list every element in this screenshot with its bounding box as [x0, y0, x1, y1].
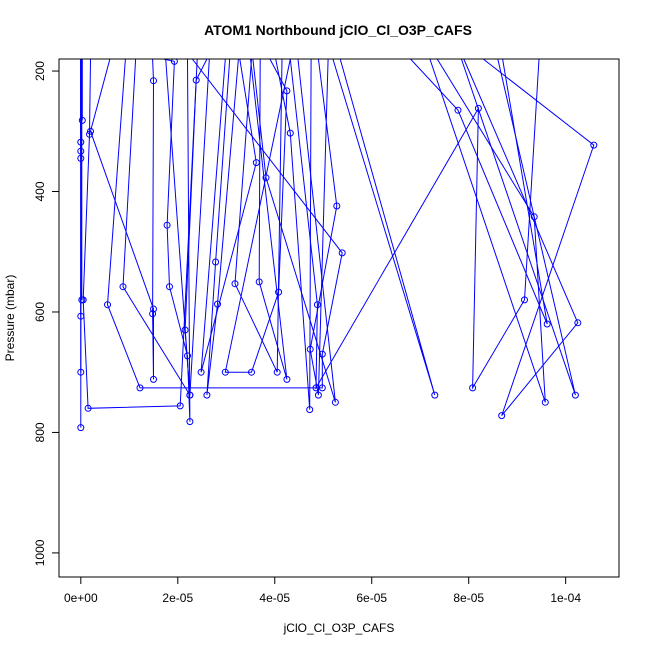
- data-point: [248, 368, 255, 376]
- data-point: [273, 368, 281, 376]
- data-point: [149, 310, 157, 318]
- data-point: [214, 300, 221, 308]
- data-point: [150, 305, 157, 313]
- data-point: [283, 87, 291, 95]
- data-point: [84, 404, 92, 412]
- x-tick-label: 4e-05: [259, 591, 290, 605]
- data-point: [166, 283, 173, 291]
- data-point: [231, 280, 239, 288]
- data-point: [77, 368, 85, 376]
- data-point: [176, 402, 184, 410]
- data-point: [498, 412, 506, 420]
- series-line: [106, 59, 343, 389]
- data-point: [521, 296, 528, 304]
- y-axis-label: Pressure (mbar): [3, 275, 17, 362]
- data-point: [186, 418, 194, 426]
- y-axis: 200 400 600 800 1000: [33, 61, 59, 566]
- x-tick-label: 2e-05: [162, 591, 193, 605]
- data-point: [104, 301, 111, 309]
- data-point: [136, 384, 144, 392]
- series-line: [252, 59, 336, 403]
- data-point: [86, 130, 93, 138]
- series-line: [463, 59, 595, 416]
- data-point: [571, 391, 579, 399]
- data-point: [197, 368, 205, 376]
- series-layer: [77, 59, 598, 432]
- series-line: [429, 59, 546, 403]
- data-point: [119, 283, 127, 291]
- data-point: [87, 127, 94, 135]
- series-line: [410, 59, 548, 325]
- data-point: [170, 59, 178, 65]
- data-point: [203, 391, 211, 399]
- data-point: [255, 278, 263, 286]
- data-point: [306, 406, 314, 414]
- data-point: [574, 319, 582, 327]
- data-point: [313, 301, 321, 309]
- data-point: [262, 174, 270, 182]
- data-point: [286, 129, 294, 137]
- data-point: [78, 116, 86, 124]
- data-point: [530, 213, 538, 221]
- data-point: [431, 391, 439, 399]
- data-point: [543, 320, 551, 328]
- y-tick-label: 400: [33, 181, 47, 201]
- x-tick-label: 1e-04: [550, 591, 581, 605]
- data-point: [306, 345, 314, 353]
- data-point: [77, 154, 85, 162]
- data-point: [212, 258, 220, 266]
- series-line: [234, 59, 283, 373]
- series-line: [460, 59, 576, 396]
- plot-frame: [58, 58, 620, 578]
- data-point: [474, 104, 482, 112]
- series-line: [224, 59, 291, 373]
- data-point: [77, 424, 85, 432]
- data-point: [221, 368, 229, 376]
- series-line: [89, 59, 155, 380]
- x-axis: 0e+00 2e-05 4e-05 6e-05 8e-05 1e-04: [64, 577, 581, 605]
- series-line: [289, 59, 540, 390]
- x-axis-label: jClO_Cl_O3P_CAFS: [283, 621, 395, 635]
- series-line: [206, 59, 239, 396]
- chart-title: ATOM1 Northbound jClO_Cl_O3P_CAFS: [204, 22, 472, 38]
- y-tick-label: 1000: [33, 539, 47, 566]
- series-line: [163, 59, 191, 422]
- series-line: [332, 59, 436, 396]
- data-point: [338, 249, 346, 257]
- data-point: [314, 391, 322, 399]
- data-point: [150, 77, 157, 85]
- data-point: [192, 76, 200, 84]
- data-point: [469, 384, 477, 392]
- series-line: [122, 59, 191, 396]
- x-tick-label: 8e-05: [453, 591, 484, 605]
- data-point: [331, 398, 339, 406]
- y-tick-label: 200: [33, 61, 47, 81]
- data-point: [541, 398, 549, 406]
- x-tick-label: 0e+00: [64, 591, 98, 605]
- series-line: [275, 59, 312, 410]
- data-point: [163, 221, 171, 229]
- y-tick-label: 600: [33, 302, 47, 322]
- data-point: [283, 375, 291, 383]
- series-line: [309, 59, 338, 396]
- data-point: [333, 202, 341, 210]
- x-tick-label: 6e-05: [356, 591, 387, 605]
- data-point: [454, 106, 462, 114]
- y-tick-label: 800: [33, 422, 47, 442]
- data-point: [79, 296, 87, 304]
- data-point: [275, 288, 283, 296]
- series-line: [82, 59, 198, 409]
- series-line: [250, 59, 288, 380]
- data-point: [186, 391, 194, 399]
- data-point: [590, 141, 598, 149]
- data-point: [150, 375, 157, 383]
